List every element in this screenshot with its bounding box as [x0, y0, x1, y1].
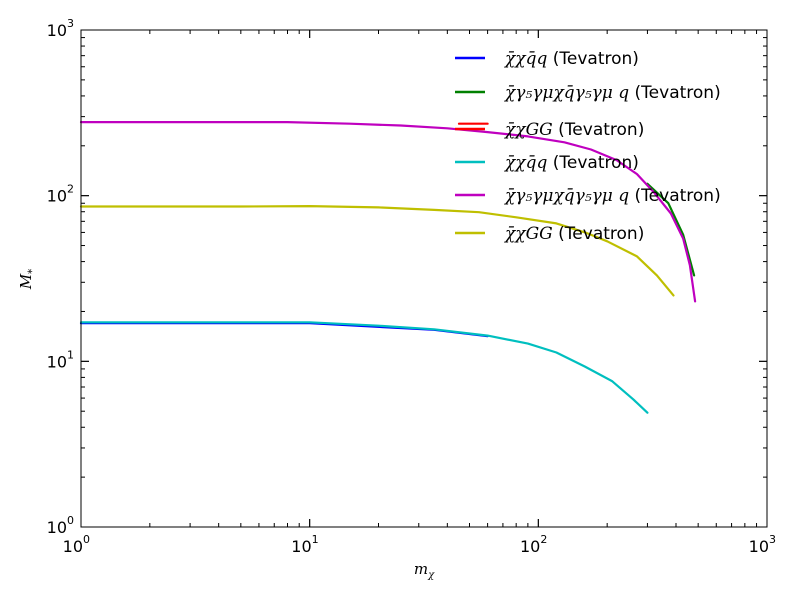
legend-label: χ̄χGG (Tevatron): [504, 224, 644, 244]
x-tick-label-exponent: 0: [83, 533, 90, 546]
x-tick-label: 10 3: [749, 533, 776, 556]
legend-label-experiment: (Tevatron): [553, 224, 645, 244]
legend-label-expression: χ̄χGG: [504, 120, 553, 140]
legend-label-experiment: (Tevatron): [629, 83, 721, 103]
legend-label: χ̄χq̄q (Tevatron): [504, 49, 639, 69]
x-tick-label-base: 10: [291, 537, 311, 556]
series-line-4: [79, 321, 649, 414]
legend-label-experiment: (Tevatron): [547, 49, 639, 69]
legend-label-expression: χ̄γ₅γμχq̄γ₅γμ q: [504, 83, 629, 103]
legend-entry-4: χ̄χq̄q (Tevatron): [455, 153, 639, 173]
legend-entry-2: χ̄γ₅γμχq̄γ₅γμ q (Tevatron): [455, 83, 721, 103]
y-tick-label-exponent: 0: [67, 514, 74, 527]
y-tick-label-exponent: 1: [67, 348, 74, 361]
legend-label-expression: χ̄γ₅γμχq̄γ₅γμ q: [504, 186, 629, 206]
legend-label: χ̄χq̄q (Tevatron): [504, 153, 639, 173]
y-tick-label-base: 10: [47, 21, 67, 40]
legend-label: χ̄γ₅γμχq̄γ₅γμ q (Tevatron): [504, 83, 721, 103]
y-tick-label-exponent: 3: [67, 17, 74, 30]
y-axis-label-main: M: [17, 273, 35, 290]
y-tick-label-exponent: 2: [67, 183, 74, 196]
series-line-5: [79, 120, 697, 303]
x-tick-label: 10 0: [63, 533, 90, 556]
legend-entry-5: χ̄γ₅γμχq̄γ₅γμ q (Tevatron): [455, 186, 721, 206]
legend-label-experiment: (Tevatron): [629, 186, 721, 206]
legend-label: χ̄γ₅γμχq̄γ₅γμ q (Tevatron): [504, 186, 721, 206]
y-tick-label: 10 3: [47, 17, 74, 40]
legend-entry-3: χ̄χGG (Tevatron): [455, 120, 644, 140]
legend: χ̄χq̄q (Tevatron)χ̄γ₅γμχq̄γ₅γμ q (Tevatr…: [455, 49, 721, 244]
x-tick-label-exponent: 1: [312, 533, 319, 546]
x-axis-label-main: m: [414, 560, 428, 578]
x-tick-label-base: 10: [749, 537, 769, 556]
plot-frame: [80, 29, 768, 528]
x-tick-label: 10 1: [291, 533, 318, 556]
legend-entry-1: χ̄χq̄q (Tevatron): [455, 49, 639, 69]
y-tick-label-base: 10: [47, 352, 67, 371]
y-tick-label-base: 10: [47, 518, 67, 537]
legend-label: χ̄χGG (Tevatron): [504, 120, 644, 140]
y-axis-label-sub: *: [27, 269, 38, 274]
y-tick-label: 10 0: [47, 514, 74, 537]
legend-label-expression: χ̄χq̄q: [504, 49, 547, 69]
series-line-2: [646, 182, 696, 277]
legend-entry-6: χ̄χGG (Tevatron): [455, 224, 644, 244]
y-axis-label: M*: [17, 269, 38, 290]
series-line-6: [79, 205, 675, 297]
x-tick-label-exponent: 3: [769, 533, 776, 546]
x-tick-label: 10 2: [520, 533, 547, 556]
y-tick-label: 10 1: [47, 348, 74, 371]
y-tick-label-base: 10: [47, 187, 67, 206]
legend-label-expression: χ̄χGG: [504, 224, 553, 244]
legend-label-experiment: (Tevatron): [553, 120, 645, 140]
series-layer: [79, 120, 697, 414]
legend-label-experiment: (Tevatron): [547, 153, 639, 173]
x-tick-label-exponent: 2: [540, 533, 547, 546]
x-tick-label-base: 10: [63, 537, 83, 556]
x-tick-label-base: 10: [520, 537, 540, 556]
x-axis-label: mχ: [414, 560, 435, 581]
x-axis-label-sub: χ: [427, 570, 435, 581]
ticks-layer: [80, 29, 768, 528]
legend-label-expression: χ̄χq̄q: [504, 153, 547, 173]
y-tick-label: 10 2: [47, 183, 74, 206]
